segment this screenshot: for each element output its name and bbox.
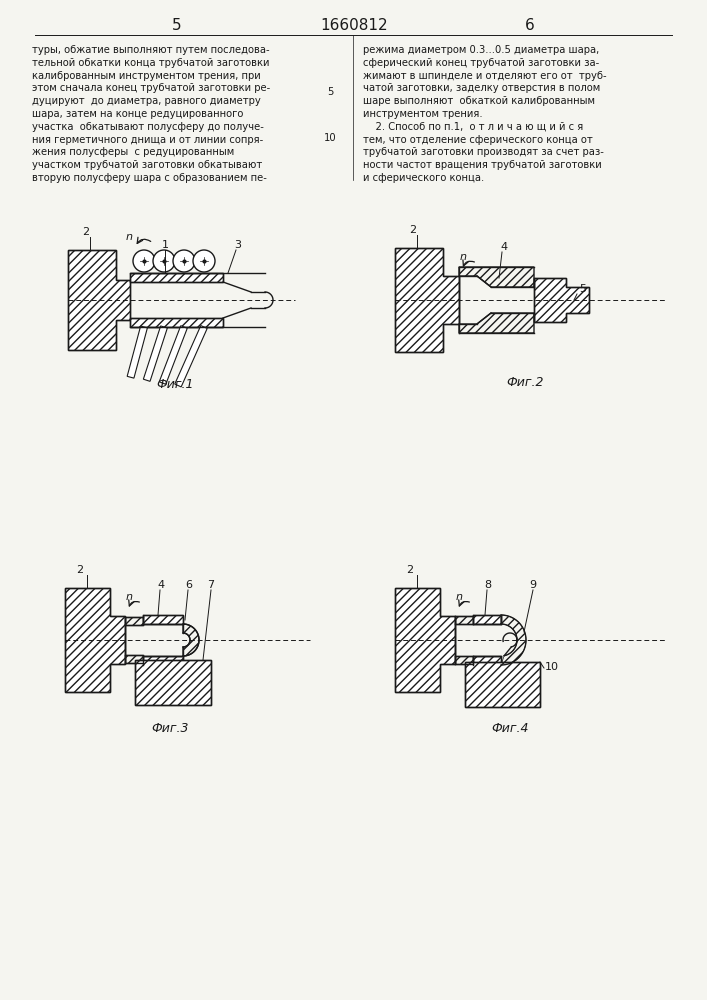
Text: 5: 5 bbox=[579, 284, 586, 294]
Text: Фиг.3: Фиг.3 bbox=[151, 722, 189, 734]
Text: 5: 5 bbox=[173, 17, 182, 32]
Text: n: n bbox=[126, 232, 133, 242]
Polygon shape bbox=[143, 615, 183, 624]
Text: 6: 6 bbox=[525, 17, 535, 32]
Text: 10: 10 bbox=[324, 133, 337, 143]
Text: n: n bbox=[456, 592, 463, 602]
Polygon shape bbox=[175, 326, 207, 387]
Circle shape bbox=[173, 250, 195, 272]
Text: 7: 7 bbox=[207, 580, 214, 590]
Text: Фиг.2: Фиг.2 bbox=[506, 375, 544, 388]
Text: Фиг.1: Фиг.1 bbox=[156, 378, 194, 391]
Polygon shape bbox=[135, 660, 211, 705]
Polygon shape bbox=[127, 326, 147, 378]
Text: 2: 2 bbox=[407, 565, 414, 575]
Polygon shape bbox=[465, 662, 540, 707]
Text: 1660812: 1660812 bbox=[320, 17, 388, 32]
Text: 9: 9 bbox=[530, 580, 537, 590]
Text: 10: 10 bbox=[545, 662, 559, 672]
Polygon shape bbox=[395, 588, 455, 692]
Polygon shape bbox=[534, 278, 589, 322]
Polygon shape bbox=[395, 248, 459, 352]
Polygon shape bbox=[65, 588, 125, 692]
Circle shape bbox=[133, 250, 155, 272]
Text: Фиг.4: Фиг.4 bbox=[491, 722, 529, 734]
Polygon shape bbox=[473, 656, 501, 665]
Polygon shape bbox=[144, 326, 168, 381]
Text: туры, обжатие выполняют путем последова-
тельной обкатки конца трубчатой заготов: туры, обжатие выполняют путем последова-… bbox=[32, 45, 270, 183]
Text: 2: 2 bbox=[76, 565, 83, 575]
Circle shape bbox=[193, 250, 215, 272]
Text: 6: 6 bbox=[185, 580, 192, 590]
Text: 5: 5 bbox=[327, 87, 333, 97]
Text: режима диаметром 0.3...0.5 диаметра шара,
сферический конец трубчатой заготовки : режима диаметром 0.3...0.5 диаметра шара… bbox=[363, 45, 607, 183]
Polygon shape bbox=[68, 250, 130, 350]
Text: n: n bbox=[126, 592, 133, 602]
Text: 8: 8 bbox=[484, 580, 491, 590]
Text: 4: 4 bbox=[501, 242, 508, 252]
Text: 1: 1 bbox=[161, 240, 168, 250]
Text: 2: 2 bbox=[83, 227, 90, 237]
Circle shape bbox=[153, 250, 175, 272]
Polygon shape bbox=[130, 318, 223, 327]
Polygon shape bbox=[143, 656, 183, 665]
Text: 4: 4 bbox=[158, 580, 165, 590]
Text: 3: 3 bbox=[235, 240, 242, 250]
Polygon shape bbox=[473, 615, 501, 624]
Text: 2: 2 bbox=[409, 225, 416, 235]
Polygon shape bbox=[130, 273, 223, 282]
Text: n: n bbox=[460, 252, 467, 262]
Polygon shape bbox=[159, 326, 187, 384]
